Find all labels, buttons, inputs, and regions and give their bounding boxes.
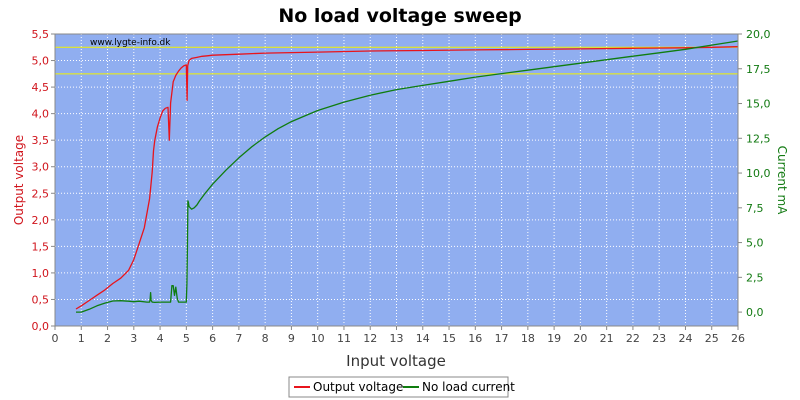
y-left-tick-label: 4,0 <box>32 108 50 121</box>
x-tick-label: 0 <box>52 332 59 345</box>
x-tick-label: 13 <box>390 332 404 345</box>
x-tick-label: 7 <box>235 332 242 345</box>
y-axis-right: 0,0 2,5 5,0 7,5 10,0 12,5 15,0 17,5 20,0 <box>738 28 771 319</box>
y-left-tick-label: 3,5 <box>32 134 50 147</box>
y-right-tick-label: 7,5 <box>746 202 764 215</box>
x-tick-label: 8 <box>262 332 269 345</box>
x-axis-label: Input voltage <box>346 352 446 370</box>
y-right-tick-label: 20,0 <box>746 28 771 41</box>
x-tick-label: 26 <box>731 332 745 345</box>
x-tick-label: 20 <box>573 332 587 345</box>
x-tick-label: 17 <box>495 332 509 345</box>
x-tick-label: 14 <box>416 332 430 345</box>
x-tick-label: 10 <box>311 332 325 345</box>
x-tick-label: 25 <box>705 332 719 345</box>
x-tick-label: 24 <box>678 332 692 345</box>
x-axis: 0 1 2 3 4 5 6 7 8 9 10 11 12 13 14 15 16 17 18 19 20 21 22 23 24… <box>52 326 745 345</box>
x-tick-label: 19 <box>547 332 561 345</box>
x-tick-label: 3 <box>130 332 137 345</box>
legend-box <box>288 376 509 398</box>
y-right-tick-label: 17,5 <box>746 63 771 76</box>
y-left-tick-label: 4,5 <box>32 81 50 94</box>
x-tick-label: 5 <box>183 332 190 345</box>
series-line-no-load-current <box>76 40 739 313</box>
x-tick-label: 6 <box>209 332 216 345</box>
x-tick-label: 4 <box>157 332 164 345</box>
x-tick-label: 21 <box>600 332 614 345</box>
y-right-tick-label: 2,5 <box>746 271 764 284</box>
plot-area <box>55 34 738 326</box>
y-left-tick-label: 0,0 <box>32 320 50 333</box>
reference-lines <box>55 46 738 75</box>
x-tick-label: 1 <box>78 332 85 345</box>
x-tick-label: 16 <box>468 332 482 345</box>
x-tick-label: 18 <box>521 332 535 345</box>
y-left-tick-label: 2,5 <box>32 187 50 200</box>
y-left-tick-label: 2,0 <box>32 214 50 227</box>
series-layer <box>75 40 739 313</box>
legend: Output voltage No load current <box>288 376 515 398</box>
x-tick-label: 12 <box>363 332 377 345</box>
y-right-tick-label: 10,0 <box>746 167 771 180</box>
x-tick-label: 11 <box>337 332 351 345</box>
grid-lines <box>55 34 738 326</box>
chart-title: No load voltage sweep <box>278 5 521 27</box>
y-left-tick-label: 1,5 <box>32 240 50 253</box>
x-tick-label: 23 <box>652 332 666 345</box>
legend-label-output-voltage: Output voltage <box>313 380 403 394</box>
watermark: www.lygte-info.dk <box>90 38 171 48</box>
series-line-output-voltage <box>75 46 739 310</box>
x-tick-label: 9 <box>288 332 295 345</box>
y-axis-label-right: Current mA <box>775 146 789 216</box>
y-left-tick-label: 1,0 <box>32 267 50 280</box>
y-right-tick-label: 15,0 <box>746 98 771 111</box>
y-axis-label-left: Output voltage <box>12 135 26 225</box>
x-tick-label: 2 <box>104 332 111 345</box>
x-tick-label: 22 <box>626 332 640 345</box>
legend-label-no-load-current: No load current <box>422 380 515 394</box>
y-left-tick-label: 3,0 <box>32 161 50 174</box>
y-right-tick-label: 12,5 <box>746 132 771 145</box>
y-right-tick-label: 0,0 <box>746 306 764 319</box>
y-left-tick-label: 0,5 <box>32 293 50 306</box>
y-right-tick-label: 5,0 <box>746 237 764 250</box>
x-tick-label: 15 <box>442 332 456 345</box>
y-left-tick-label: 5,5 <box>32 28 50 41</box>
y-axis-left: 0,0 0,5 1,0 1,5 2,0 2,5 3,0 3,5 4,0 4,5 5,0 5,5 <box>32 28 55 333</box>
y-left-tick-label: 5,0 <box>32 55 50 68</box>
